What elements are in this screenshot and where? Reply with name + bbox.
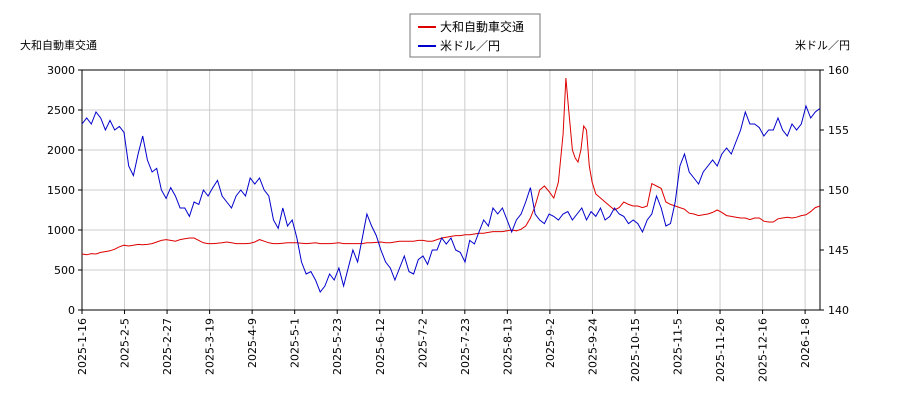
right-tick-label: 140 <box>828 304 849 317</box>
x-tick-label: 2025-9-24 <box>586 318 599 375</box>
x-tick-label: 2025-3-19 <box>204 318 217 375</box>
left-axis-ticks: 0 500 1000 1500 2000 2500 3000 <box>47 64 82 317</box>
x-tick-label: 2025-7-2 <box>416 318 429 368</box>
right-axis-label: 米ドル／円 <box>795 39 850 52</box>
left-tick-label: 2500 <box>47 104 75 117</box>
x-tick-label: 2025-5-23 <box>331 318 344 375</box>
left-tick-label: 1500 <box>47 184 75 197</box>
x-tick-label: 2025-1-16 <box>76 318 89 375</box>
x-tick-label: 2025-2-5 <box>119 318 132 368</box>
right-tick-label: 145 <box>828 244 849 257</box>
legend: 大和自動車交通 米ドル／円 <box>409 13 541 58</box>
legend-label-usdjpy: 米ドル／円 <box>440 39 500 53</box>
x-tick-label: 2025-11-5 <box>672 318 685 375</box>
x-tick-label: 2025-5-1 <box>289 318 302 368</box>
x-tick-label: 2025-11-26 <box>714 318 727 382</box>
left-tick-label: 3000 <box>47 64 75 77</box>
series-line-stock <box>81 77 821 256</box>
right-tick-label: 150 <box>828 184 849 197</box>
x-tick-label: 2025-8-13 <box>501 318 514 375</box>
x-tick-label: 2025-6-12 <box>374 318 387 375</box>
x-tick-label: 2025-7-23 <box>459 318 472 375</box>
right-tick-label: 155 <box>828 124 849 137</box>
x-tick-label: 2025-4-9 <box>246 318 259 368</box>
series-line-usdjpy <box>81 104 821 293</box>
right-axis-ticks: 140 145 150 155 160 <box>820 64 849 317</box>
left-axis-label: 大和自動車交通 <box>20 38 97 52</box>
x-tick-label: 2025-9-2 <box>544 318 557 368</box>
x-tick-label: 2026-1-8 <box>799 318 812 368</box>
x-tick-label: 2025-2-27 <box>161 318 174 375</box>
left-tick-label: 500 <box>54 264 75 277</box>
left-tick-label: 1000 <box>47 224 75 237</box>
left-tick-label: 2000 <box>47 144 75 157</box>
x-tick-label: 2025-10-15 <box>629 318 642 382</box>
right-tick-label: 160 <box>828 64 849 77</box>
legend-label-stock: 大和自動車交通 <box>440 19 524 34</box>
grid <box>81 70 820 310</box>
x-axis-ticks: 2025-1-16 2025-2-5 2025-2-27 2025-3-19 2025-… <box>76 310 812 382</box>
legend-box <box>409 13 541 58</box>
left-tick-label: 0 <box>68 304 75 317</box>
x-tick-label: 2025-12-16 <box>757 318 770 382</box>
series-lines <box>81 77 821 293</box>
